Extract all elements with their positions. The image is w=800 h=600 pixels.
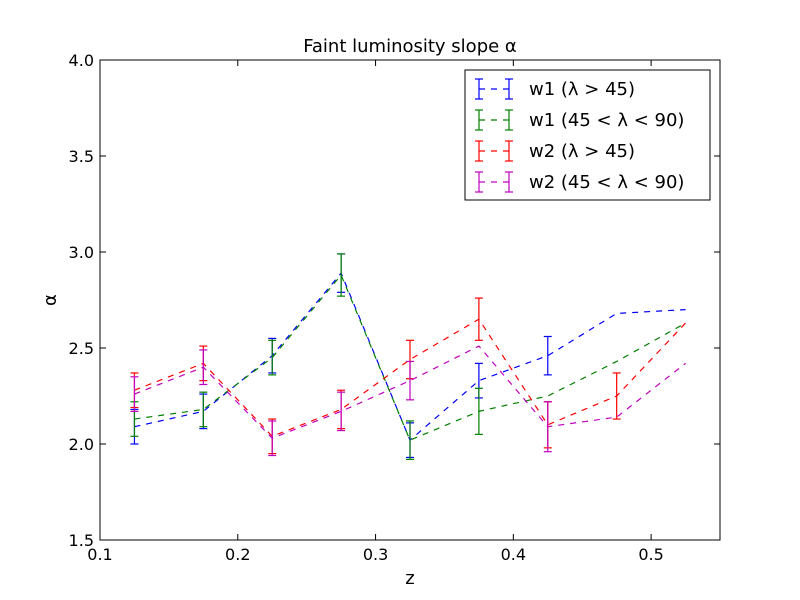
legend-item: w1 (λ > 45) (475, 78, 635, 100)
error-bar (337, 253, 346, 297)
series-2 (130, 253, 686, 460)
legend-item: w2 (λ > 45) (475, 140, 635, 162)
y-tick-label: 4.0 (69, 51, 94, 70)
y-tick-label: 3.5 (69, 147, 94, 166)
series-line (134, 273, 686, 441)
x-tick-label: 0.1 (87, 545, 112, 564)
error-bar (406, 360, 414, 401)
legend-item: w2 (45 < λ < 90) (475, 171, 684, 193)
y-tick-label: 2.5 (69, 339, 94, 358)
legend-item: w1 (45 < λ < 90) (475, 109, 684, 131)
error-bar (474, 387, 483, 435)
error-bar (199, 391, 208, 428)
error-bar (130, 376, 139, 412)
y-tick-label: 3.0 (69, 243, 94, 262)
legend: w1 (λ > 45) w1 (45 < λ < 90) w2 (λ > 45) w2… (464, 69, 711, 201)
series-line (134, 318, 686, 438)
chart-title: Faint luminosity slope α (303, 36, 517, 57)
axis-ticks: 0.1 0.2 0.3 0.4 0.5 1.5 2.0 2.5 3.0 3.5 4.0 (69, 51, 720, 564)
error-bar (268, 420, 277, 457)
legend-label: w1 (45 < λ < 90) (529, 110, 684, 131)
y-tick-label: 2.0 (69, 435, 94, 454)
legend-label: w1 (λ > 45) (529, 79, 635, 100)
error-bar (612, 372, 621, 420)
legend-label: w2 (λ > 45) (529, 141, 635, 162)
error-bar (543, 335, 552, 376)
x-axis-title: z (405, 568, 414, 589)
error-bar (268, 339, 277, 376)
series-4 (130, 345, 686, 457)
x-tick-label: 0.3 (363, 545, 388, 564)
x-tick-label: 0.4 (501, 545, 526, 564)
legend-box (464, 69, 711, 201)
y-axis-title: α (40, 294, 61, 306)
error-bar (474, 297, 483, 341)
plot-area-frame (99, 59, 721, 541)
x-tick-label: 0.2 (225, 545, 250, 564)
x-tick-label: 0.5 (638, 545, 663, 564)
error-bar (543, 401, 552, 453)
error-bar (337, 391, 346, 432)
error-bar (406, 420, 414, 460)
legend-label: w2 (45 < λ < 90) (529, 172, 684, 193)
y-tick-label: 1.5 (69, 531, 94, 550)
error-bar (199, 349, 208, 386)
series-layer (130, 253, 686, 460)
